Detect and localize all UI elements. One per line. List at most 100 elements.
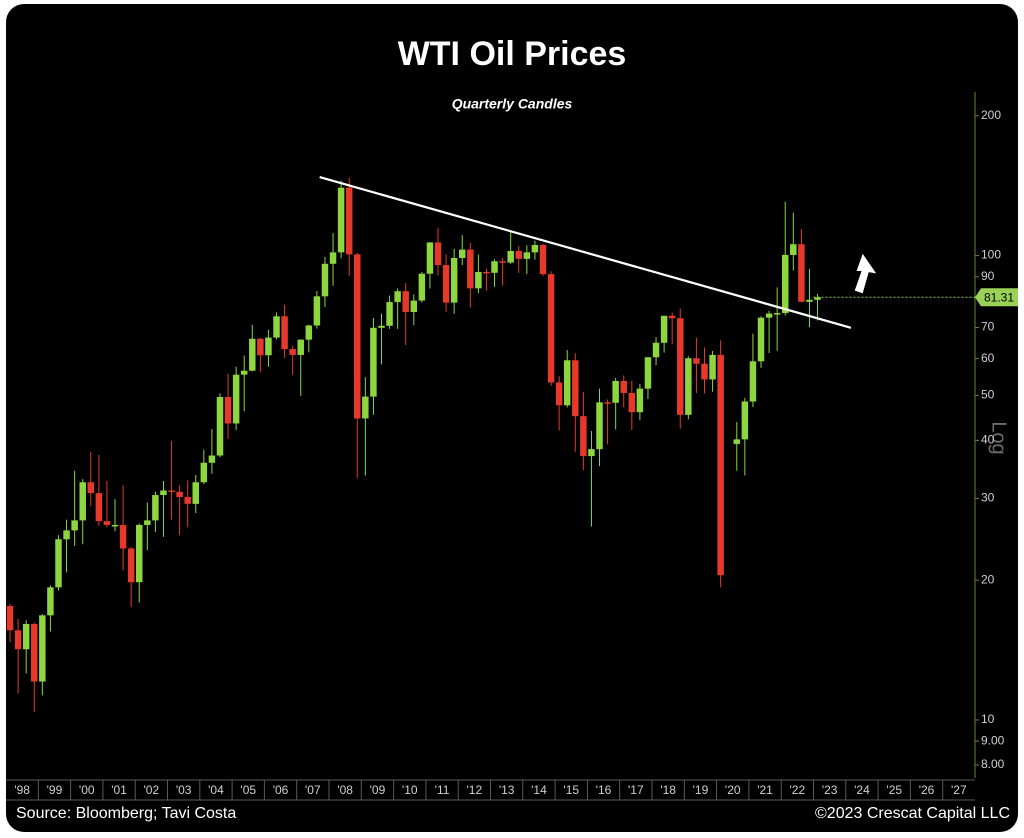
candle-body [450, 257, 458, 303]
candle-body [184, 497, 191, 504]
candle-body [531, 244, 539, 253]
x-tick-label: '24 [854, 783, 870, 797]
candle-body [6, 605, 14, 631]
x-tick-label: '18 [660, 783, 676, 797]
candle-body [71, 520, 78, 531]
x-tick-label: '17 [628, 783, 644, 797]
candle-body [354, 254, 361, 419]
x-tick-label: '26 [919, 783, 935, 797]
candle-body [757, 317, 765, 362]
y-tick-label: 70 [981, 320, 995, 334]
x-tick-label: '05 [240, 783, 256, 797]
candle-body [119, 524, 127, 549]
candle-body [103, 521, 111, 525]
candle-body [782, 254, 789, 314]
candle-body [685, 358, 692, 415]
y-tick-label: 60 [981, 351, 995, 365]
trendline [319, 175, 852, 329]
candle-body [216, 396, 224, 456]
candle-body [563, 360, 571, 406]
y-tick-label: 50 [981, 388, 995, 402]
x-tick-label: '99 [47, 783, 63, 797]
candle-body [14, 630, 22, 650]
candle-body [693, 358, 700, 364]
candle-body [660, 315, 668, 343]
candle-body [257, 338, 264, 356]
candle-body [111, 524, 119, 527]
candle-body [224, 396, 232, 424]
candle-body [176, 491, 183, 498]
candle-body [628, 392, 636, 413]
x-tick-label: '20 [725, 783, 741, 797]
candle-body [475, 271, 482, 289]
y-tick-label: 30 [981, 491, 995, 505]
candle-body [418, 273, 426, 301]
candle-body [232, 374, 240, 424]
candle-body [329, 252, 337, 264]
y-tick-label: 9.00 [981, 733, 1005, 747]
candle-body [144, 520, 151, 525]
candle-body [814, 297, 821, 300]
x-tick-label: '15 [563, 783, 579, 797]
candle-body [604, 402, 611, 404]
candle-body [491, 261, 498, 273]
x-tick-label: '10 [402, 783, 418, 797]
candle-body [127, 548, 135, 583]
candle-body [426, 242, 434, 274]
candle-body [580, 416, 587, 457]
candle-body [733, 439, 741, 444]
candle-body [515, 250, 522, 259]
chart-title: WTI Oil Prices [398, 35, 627, 73]
candle-body [507, 250, 514, 263]
chart: WTI Oil Prices Quarterly Candles Log Sou… [6, 35, 1018, 822]
y-axis-label: Log [988, 421, 1010, 454]
candle-body [168, 490, 175, 492]
candle-body [620, 380, 627, 393]
candle-body [402, 291, 409, 312]
candle-body [596, 402, 603, 450]
x-tick-label: '19 [693, 783, 709, 797]
candle-body [249, 338, 256, 371]
x-tick-label: '12 [467, 783, 483, 797]
x-tick-label: '25 [886, 783, 902, 797]
candle-body [273, 316, 280, 338]
candle-body [281, 316, 288, 350]
x-tick-label: '03 [176, 783, 192, 797]
candle-body [95, 493, 103, 522]
y-tick-label: 8.00 [981, 757, 1005, 771]
x-tick-label: '02 [144, 783, 160, 797]
x-tick-label: '08 [337, 783, 353, 797]
candle-body [313, 296, 321, 326]
candle-body [370, 327, 377, 397]
candle-body [588, 449, 595, 457]
candle-body [434, 242, 442, 266]
candle-body [160, 490, 167, 496]
candle-body [386, 302, 393, 326]
candle-body [483, 271, 490, 274]
x-tick-label: '98 [14, 783, 30, 797]
candle-body [39, 615, 46, 682]
candle-body [265, 337, 272, 356]
candle-body [547, 274, 555, 383]
x-tick-label: '16 [596, 783, 612, 797]
candle-body [741, 401, 749, 440]
chart-subtitle: Quarterly Candles [452, 96, 573, 112]
candle-body [362, 396, 369, 419]
x-tick-label: '11 [435, 783, 450, 797]
chart-card: WTI Oil Prices Quarterly Candles Log Sou… [6, 4, 1018, 832]
candle-body [701, 363, 708, 380]
x-tick-label: '22 [790, 783, 806, 797]
y-tick-label: 100 [981, 248, 1001, 262]
candle-body [459, 249, 466, 258]
y-tick-label: 90 [981, 269, 995, 283]
candle-body [321, 263, 329, 297]
up-arrow [854, 253, 877, 294]
x-tick-label: '23 [822, 783, 838, 797]
candle-body [55, 539, 62, 588]
candle-body [208, 455, 216, 463]
copyright-note: ©2023 Crescat Capital LLC [815, 805, 1010, 822]
candle-body [668, 315, 676, 319]
candle-body [572, 360, 579, 417]
